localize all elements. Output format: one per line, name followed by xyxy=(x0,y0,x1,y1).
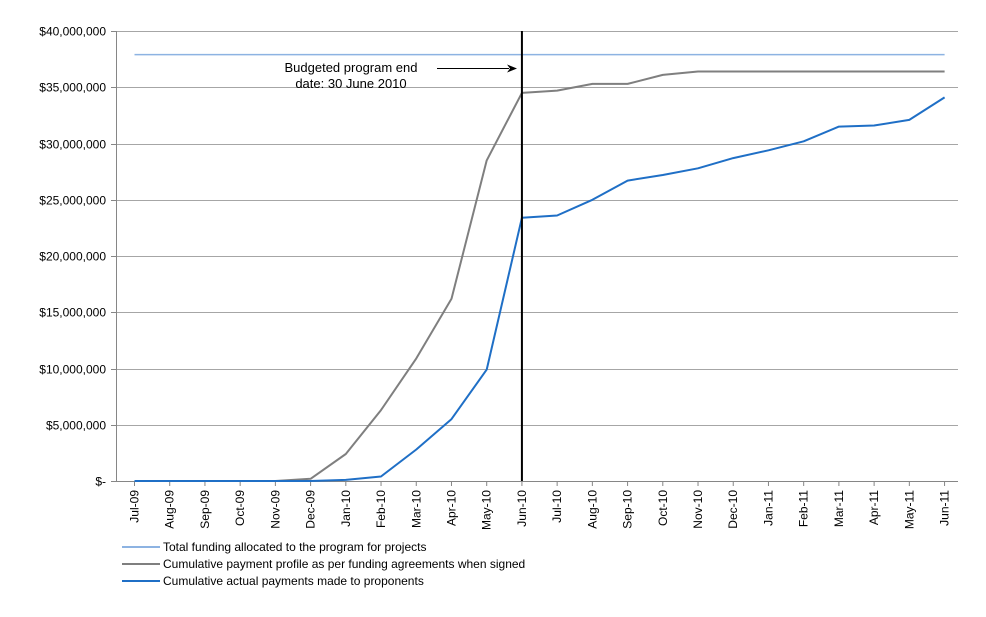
x-tick-label: Nov-10 xyxy=(691,490,705,529)
y-tick-label: $40,000,000 xyxy=(39,25,106,39)
x-tick-label: Oct-09 xyxy=(233,490,247,526)
x-tick-label: Jan-10 xyxy=(339,490,353,527)
y-tick-label: $30,000,000 xyxy=(39,138,106,152)
x-tick-label: May-10 xyxy=(480,490,494,530)
x-tick-label: Mar-11 xyxy=(832,490,846,527)
x-tick-label: Aug-10 xyxy=(585,490,599,529)
y-tick-label: $- xyxy=(95,475,106,489)
x-tick-label: Apr-11 xyxy=(867,490,881,525)
y-tick-label: $20,000,000 xyxy=(39,250,106,264)
y-axis-ticks: $- $5,000,000 $10,000,000 $15,000,000 $20,00… xyxy=(39,25,116,489)
x-tick-label: Nov-09 xyxy=(268,490,282,529)
annotation-arrow-head xyxy=(507,64,517,73)
x-tick-label: Mar-10 xyxy=(409,490,423,528)
annotation: Budgeted program end date: 30 June 2010 xyxy=(285,60,517,91)
x-tick-label: Sep-10 xyxy=(621,490,635,529)
series-line-3 xyxy=(134,96,946,482)
annotation-line-2: date: 30 June 2010 xyxy=(295,76,406,91)
y-tick-label: $5,000,000 xyxy=(46,419,106,433)
legend-label-1: Total funding allocated to the program f… xyxy=(163,540,426,554)
x-tick-label: Feb-11 xyxy=(797,490,811,527)
y-tick-label: $10,000,000 xyxy=(39,363,106,377)
x-tick-label: Oct-10 xyxy=(656,490,670,526)
x-tick-label: Jan-11 xyxy=(761,490,775,526)
legend-label-2: Cumulative payment profile as per fundin… xyxy=(163,557,525,571)
x-tick-label: Jun-11 xyxy=(938,490,952,526)
x-tick-label: Aug-09 xyxy=(163,490,177,529)
x-tick-label: May-11 xyxy=(902,490,916,529)
x-axis-ticks: Jul-09 Aug-09 Sep-09 Oct-09 Nov-09 Dec-09 Jan-… xyxy=(128,481,952,530)
series-lines xyxy=(134,53,946,482)
y-tick-label: $25,000,000 xyxy=(39,194,106,208)
x-tick-label: Jun-10 xyxy=(515,490,529,527)
legend: Total funding allocated to the program f… xyxy=(122,540,525,588)
x-tick-label: Jul-09 xyxy=(128,490,142,523)
y-tick-label: $15,000,000 xyxy=(39,306,106,320)
y-tick-label: $35,000,000 xyxy=(39,81,106,95)
x-tick-label: Feb-10 xyxy=(374,490,388,528)
x-tick-label: Apr-10 xyxy=(444,490,458,526)
x-tick-label: Dec-10 xyxy=(726,490,740,529)
x-tick-label: Jul-10 xyxy=(550,490,564,523)
gridlines xyxy=(116,31,958,426)
x-tick-label: Dec-09 xyxy=(304,490,318,529)
x-tick-label: Sep-09 xyxy=(198,490,212,529)
annotation-line-1: Budgeted program end xyxy=(285,60,418,75)
legend-label-3: Cumulative actual payments made to propo… xyxy=(163,574,424,588)
